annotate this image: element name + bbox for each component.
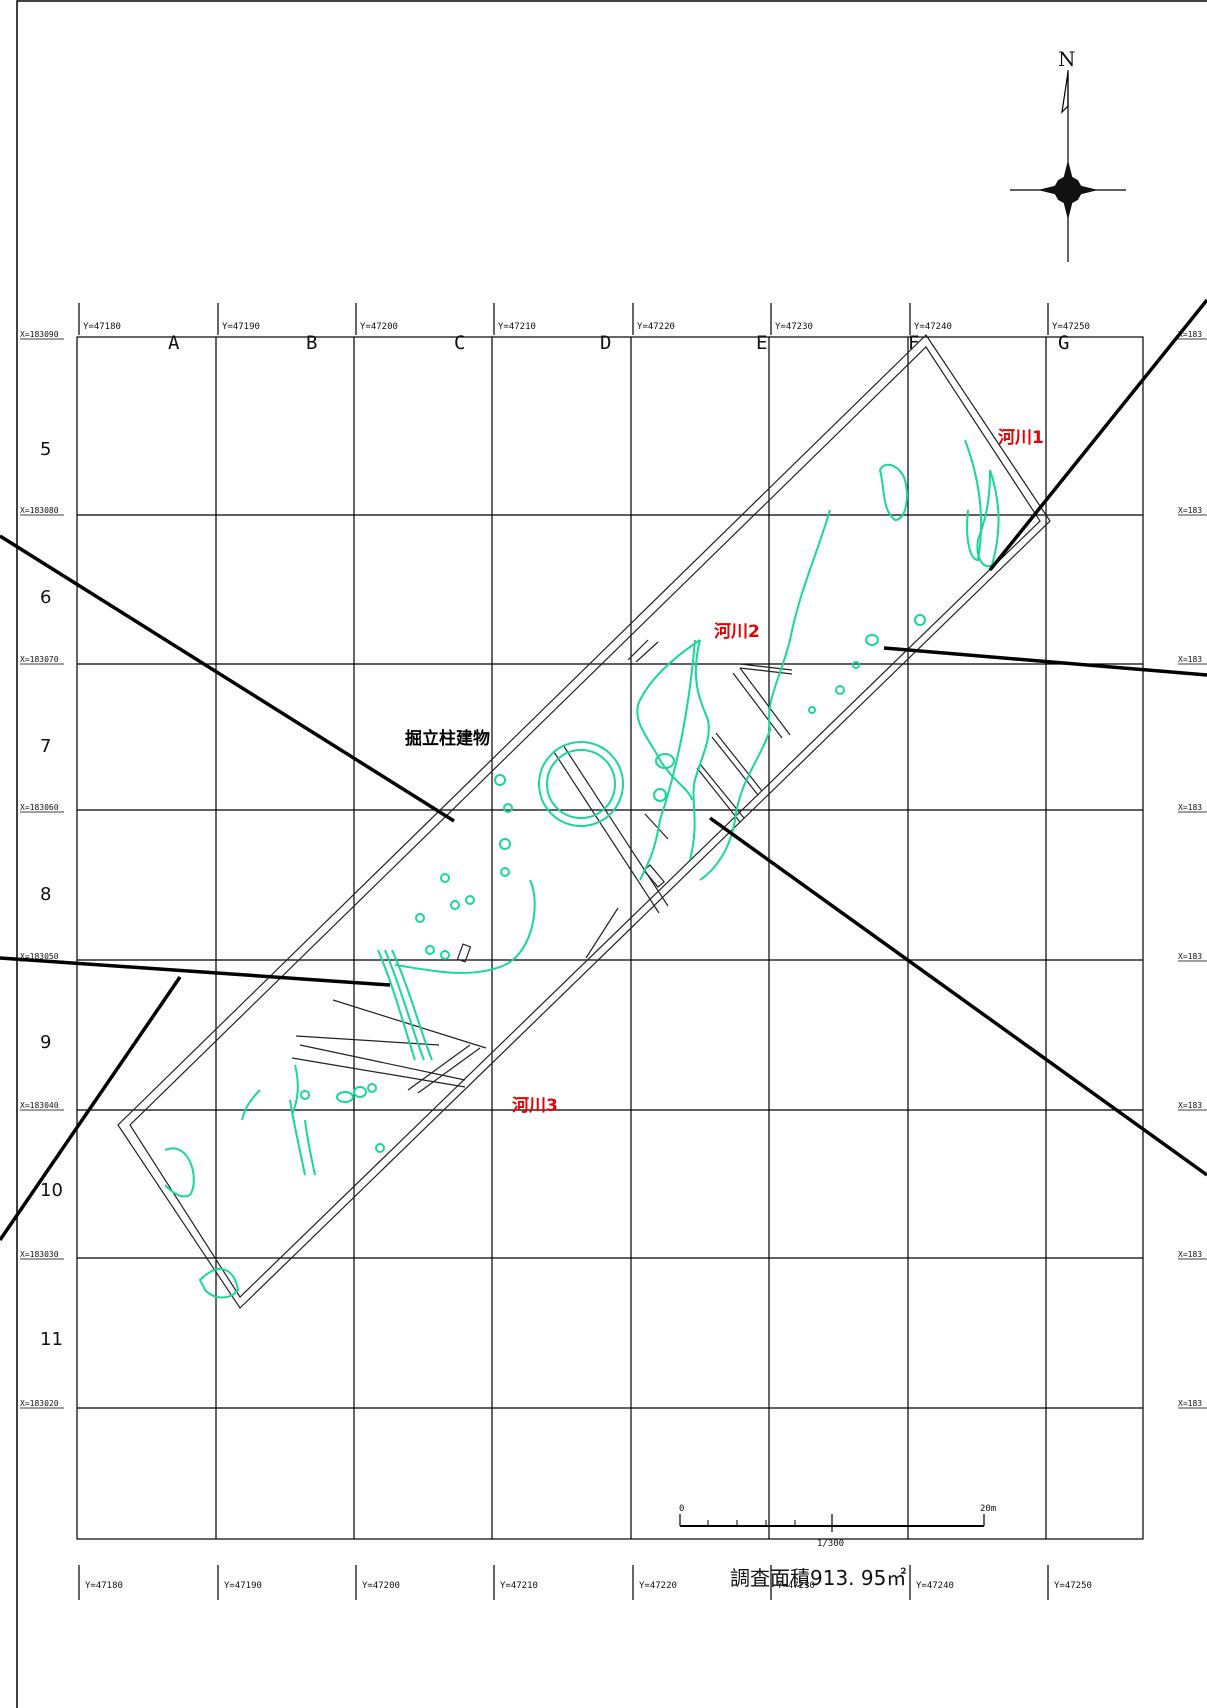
column-label: F — [908, 332, 919, 354]
y-tick-bottom: Y=47200 — [362, 1581, 400, 1591]
row-label: 7 — [40, 736, 51, 757]
y-tick-top: Y=47210 — [498, 322, 536, 332]
y-tick-top: Y=47190 — [222, 322, 260, 332]
trench-inner — [129, 346, 1041, 1298]
grid — [76, 336, 1144, 1540]
x-tick-left: X=183070 — [20, 655, 59, 664]
page-frame — [16, 0, 1207, 1708]
label-river2: 河川2 — [714, 622, 760, 642]
ring-feature — [538, 741, 624, 827]
x-tick-left: X=183030 — [20, 1250, 59, 1259]
row-label: 10 — [40, 1180, 63, 1201]
column-label: E — [756, 332, 767, 354]
row-labels: 5 6 7 8 9 10 11 — [40, 439, 63, 1350]
x-tick-right: X=183 — [1178, 1399, 1202, 1408]
leader-line — [0, 976, 182, 1241]
column-label: B — [306, 332, 317, 354]
y-tick-bottom: Y=47220 — [639, 1581, 677, 1591]
y-tick-top: Y=47230 — [775, 322, 813, 332]
scale-end-label: 20m — [980, 1504, 996, 1514]
label-river1: 河川1 — [998, 428, 1044, 448]
leader-line — [0, 534, 455, 823]
label-building: 掘立柱建物 — [405, 728, 490, 749]
label-river3: 河川3 — [512, 1096, 558, 1116]
grid-border — [76, 336, 1144, 1540]
excavation-trench — [117, 334, 1051, 1309]
y-tick-bottom: Y=47230 — [777, 1581, 815, 1591]
excavation-features — [164, 439, 1000, 1299]
leader-line — [988, 298, 1207, 572]
x-tick-left: X=183080 — [20, 506, 59, 515]
x-tick-right: X=183 — [1178, 655, 1202, 664]
scale-start-label: 0 — [679, 1504, 684, 1514]
y-tick-bottom: Y=47240 — [916, 1581, 954, 1591]
x-ticks-left: X=183090 X=183080 X=183070 X=183060 X=18… — [20, 330, 64, 1409]
x-tick-left: X=183090 — [20, 330, 59, 339]
pit-feature — [878, 463, 908, 522]
survey-area: 調査面積913. 95㎡ — [730, 1566, 906, 1590]
leader-line — [708, 816, 1207, 1177]
y-tick-bottom: Y=47180 — [85, 1581, 123, 1591]
x-tick-right: X=183 — [1178, 506, 1202, 515]
x-tick-left: X=183020 — [20, 1399, 59, 1408]
y-tick-bottom: Y=47250 — [1054, 1581, 1092, 1591]
x-tick-left: X=183050 — [20, 952, 59, 961]
leader-lines — [0, 298, 1207, 1241]
column-label: D — [600, 332, 611, 354]
north-arrow-head-icon — [1061, 71, 1069, 114]
leader-line — [0, 956, 391, 987]
y-tick-bottom: Y=47210 — [500, 1581, 538, 1591]
y-tick-top: Y=47240 — [914, 322, 952, 332]
column-label: G — [1058, 332, 1069, 354]
y-tick-top: Y=47250 — [1052, 322, 1090, 332]
row-label: 8 — [40, 884, 51, 905]
trench-outer — [117, 334, 1051, 1309]
column-label: C — [454, 332, 465, 354]
north-arrow: N — [1010, 47, 1126, 262]
column-label: A — [168, 332, 180, 354]
x-tick-right: X=183 — [1178, 803, 1202, 812]
x-tick-left: X=183060 — [20, 803, 59, 812]
row-label: 5 — [40, 439, 51, 460]
y-ticks-top: Y=47180 Y=47190 Y=47200 Y=47210 Y=47220 … — [78, 303, 1090, 335]
y-tick-top: Y=47200 — [360, 322, 398, 332]
river2-channel — [699, 509, 831, 881]
y-tick-bottom: Y=47190 — [224, 1581, 262, 1591]
scale-ratio: 1/300 — [817, 1539, 844, 1549]
north-label: N — [1058, 47, 1076, 71]
y-tick-top: Y=47180 — [83, 322, 121, 332]
river1-channel — [964, 439, 983, 562]
x-tick-right: X=183 — [1178, 952, 1202, 961]
x-ticks-right: X=183 X=183 X=183 X=183 X=183 X=183 X=18… — [1178, 330, 1207, 1409]
x-tick-right: X=183 — [1178, 1250, 1202, 1259]
y-tick-top: Y=47220 — [637, 322, 675, 332]
row-label: 6 — [40, 587, 51, 608]
y-ticks-bottom: Y=47180 Y=47190 Y=47200 Y=47210 Y=47220 … — [78, 1565, 1092, 1600]
scale-bar: 0 20m 1/300 — [679, 1504, 996, 1549]
row-label: 11 — [40, 1329, 63, 1350]
x-tick-left: X=183040 — [20, 1101, 59, 1110]
leader-line — [883, 646, 1207, 677]
x-tick-right: X=183 — [1178, 330, 1202, 339]
row-label: 9 — [40, 1032, 51, 1053]
x-tick-right: X=183 — [1178, 1101, 1202, 1110]
column-labels: A B C D E F G — [168, 332, 1069, 354]
